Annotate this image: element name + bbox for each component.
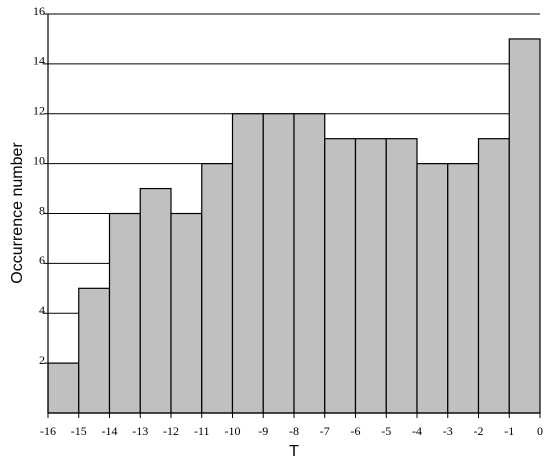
x-tick-label: -16	[40, 424, 56, 438]
x-tick-label: -4	[412, 424, 422, 438]
bar	[293, 113, 326, 414]
y-tick-label: 16	[33, 4, 45, 18]
x-tick-label: -8	[289, 424, 299, 438]
x-axis-label: T	[289, 443, 299, 460]
bar	[231, 113, 264, 414]
bar	[108, 212, 141, 414]
bar	[78, 287, 111, 414]
x-tick-label: -14	[102, 424, 118, 438]
bar	[447, 163, 480, 414]
bar	[139, 187, 172, 414]
y-tick-label: 4	[39, 303, 45, 317]
x-tick-label: -11	[194, 424, 210, 438]
x-tick-label: 0	[537, 424, 543, 438]
x-tick-label: -9	[258, 424, 268, 438]
x-tick-label: -10	[225, 424, 241, 438]
bar	[477, 138, 510, 414]
y-tick-label: 14	[33, 54, 45, 68]
x-tick-label: -2	[474, 424, 484, 438]
y-tick-label: 8	[39, 203, 45, 217]
x-tick-label: -12	[163, 424, 179, 438]
x-tick-label: -1	[504, 424, 514, 438]
x-tick-label: -7	[320, 424, 330, 438]
bar	[262, 113, 295, 414]
x-tick-label: -5	[381, 424, 391, 438]
x-tick-label: -6	[351, 424, 361, 438]
x-tick-label: -13	[132, 424, 148, 438]
bar	[385, 138, 418, 414]
y-tick-label: 12	[33, 104, 45, 118]
bar	[508, 38, 541, 414]
bar	[416, 163, 449, 414]
bar	[201, 163, 234, 414]
y-tick-label: 6	[39, 253, 45, 267]
bar	[47, 362, 80, 414]
bar	[354, 138, 387, 414]
y-axis-label: Occurrence number	[9, 142, 26, 284]
bar	[324, 138, 357, 414]
y-tick-label: 10	[33, 153, 45, 167]
x-tick-label: -15	[71, 424, 87, 438]
x-tick-label: -3	[443, 424, 453, 438]
bar	[170, 212, 203, 414]
y-tick-label: 2	[39, 353, 45, 367]
